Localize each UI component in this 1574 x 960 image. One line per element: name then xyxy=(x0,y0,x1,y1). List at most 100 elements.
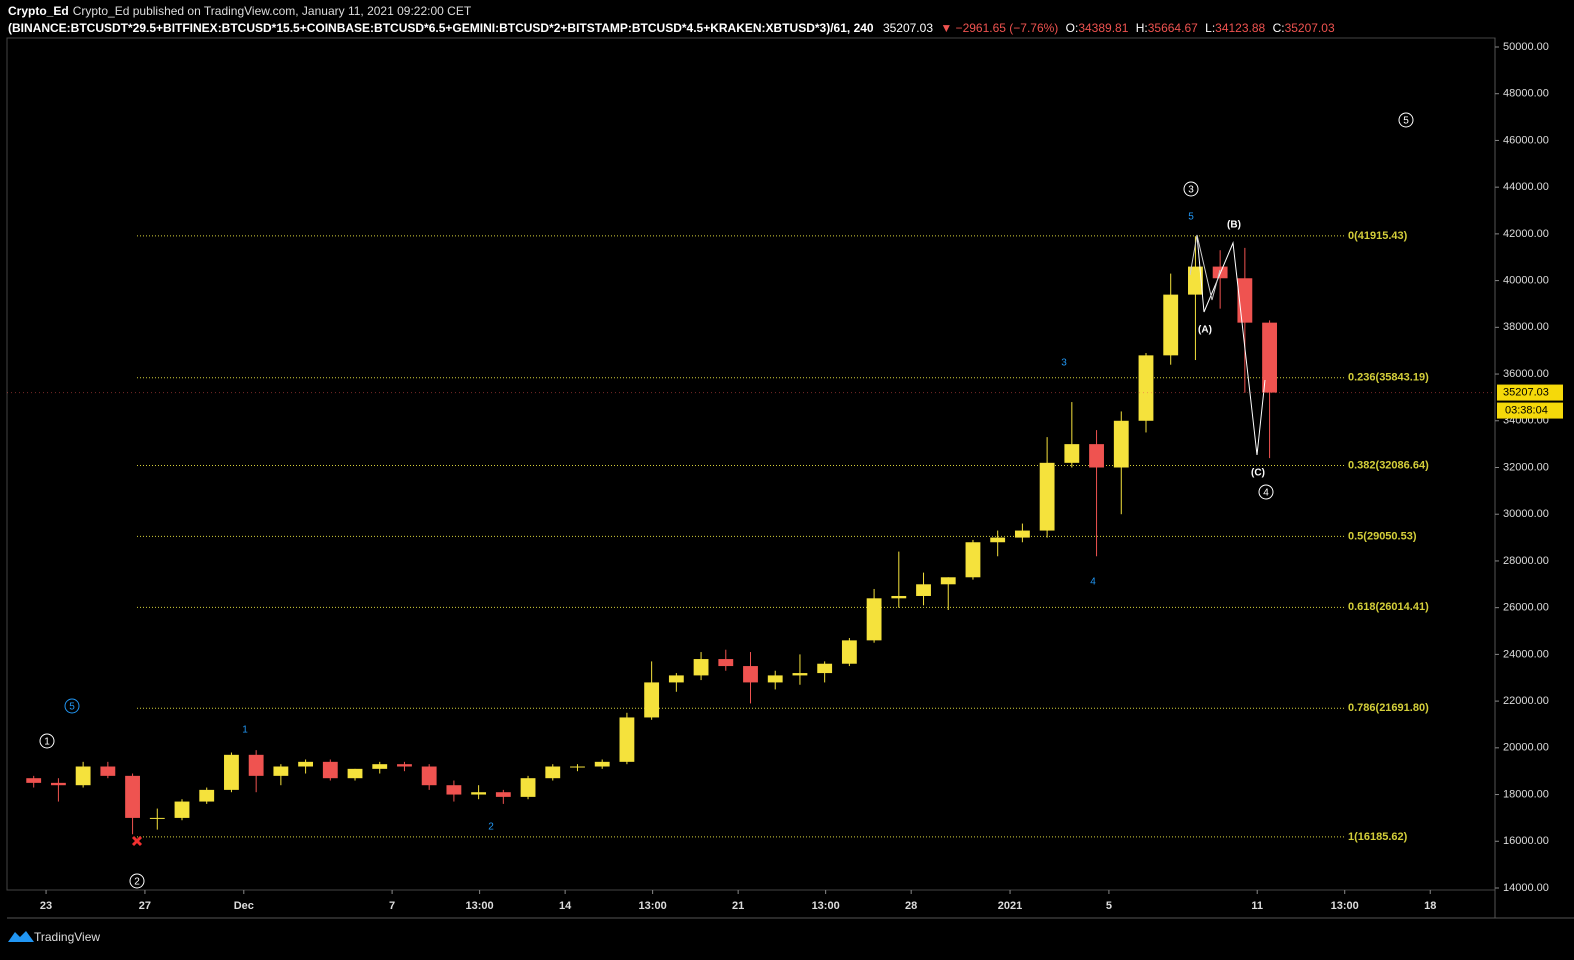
candle-body xyxy=(273,766,289,776)
last: 35207.03 xyxy=(883,21,933,35)
candle xyxy=(594,759,610,769)
candle-body xyxy=(718,659,734,667)
candle-body xyxy=(1089,444,1104,468)
wave-circle xyxy=(1258,484,1274,500)
x-tick-label: 28 xyxy=(905,900,917,912)
candle xyxy=(372,761,388,774)
candle xyxy=(1039,437,1055,538)
fib-label: 1(16185.62) xyxy=(1348,831,1408,843)
candle xyxy=(149,808,165,830)
corrective-label: (B) xyxy=(1227,220,1241,231)
header-line: Crypto_Ed xyxy=(8,4,69,18)
wave-circle xyxy=(1183,181,1199,197)
x-tick-label: 13:00 xyxy=(1331,900,1359,912)
wave-label: 2 xyxy=(134,877,140,888)
x-tick-label: 11 xyxy=(1251,900,1263,912)
fib-label: 0.5(29050.53) xyxy=(1348,530,1417,542)
candle-body xyxy=(619,717,635,762)
h-label: H: xyxy=(1136,21,1148,35)
y-tick-label: 38000.00 xyxy=(1503,321,1549,333)
x-tick-label: 27 xyxy=(139,900,151,912)
candle-body xyxy=(1039,462,1055,531)
candle-body xyxy=(125,775,140,818)
wave-label: 1 xyxy=(44,737,50,748)
l-label: L: xyxy=(1205,21,1215,35)
wave-circle xyxy=(1398,112,1414,128)
candle xyxy=(1163,273,1179,365)
candle xyxy=(421,764,437,790)
x-tick-label: 5 xyxy=(1106,900,1112,912)
marker-x xyxy=(131,835,143,847)
x-tick-label: 13:00 xyxy=(466,900,494,912)
fib-label-bg xyxy=(1345,370,1437,385)
price-tag: 35207.03 xyxy=(1503,386,1549,398)
wave-label: 3 xyxy=(1188,185,1194,196)
candle-body xyxy=(1064,444,1080,463)
candle-body xyxy=(397,764,412,767)
y-tick-label: 20000.00 xyxy=(1503,742,1549,754)
sub-wave-label: 4 xyxy=(1090,577,1096,588)
candle-body xyxy=(50,782,66,786)
abc-lines xyxy=(1196,234,1266,456)
candle xyxy=(224,752,239,793)
header-text: Crypto_Ed published on TradingView.com, … xyxy=(73,4,472,18)
sub-wave-label: 3 xyxy=(1061,358,1067,369)
fib-label: 0(41915.43) xyxy=(1348,230,1408,242)
candle xyxy=(248,750,264,793)
candle-body xyxy=(644,682,660,718)
candle-body xyxy=(1113,420,1129,468)
candle xyxy=(1188,236,1203,361)
candle-body xyxy=(1163,294,1179,356)
y-tick-label: 48000.00 xyxy=(1503,88,1549,100)
candle-body xyxy=(841,640,857,664)
candle-body xyxy=(174,801,190,818)
candle-body xyxy=(1188,266,1203,295)
candle xyxy=(668,673,684,692)
candle-body xyxy=(866,598,882,641)
sub-wave-label: 1 xyxy=(242,725,248,736)
candle-body xyxy=(224,754,239,790)
candle xyxy=(75,761,91,788)
fib-label-bg xyxy=(1345,600,1437,615)
y-tick-label: 50000.00 xyxy=(1503,41,1549,53)
candle xyxy=(1113,411,1129,515)
candle xyxy=(718,649,734,671)
x-tick-label: 18 xyxy=(1424,900,1436,912)
x-tick-label: Dec xyxy=(234,900,254,912)
logo-text: TradingView xyxy=(34,930,100,944)
h-value: 35664.67 xyxy=(1148,21,1198,35)
candle-body xyxy=(965,542,981,578)
wave-circle xyxy=(129,873,145,889)
fib-label-bg xyxy=(1345,701,1437,716)
y-tick-label: 42000.00 xyxy=(1503,228,1549,240)
candle-body xyxy=(1014,530,1030,538)
candle xyxy=(693,652,709,681)
candle xyxy=(619,712,635,765)
abc-lines-2 xyxy=(1189,234,1221,301)
candle xyxy=(347,768,363,781)
candle xyxy=(792,654,808,685)
candle xyxy=(940,577,956,610)
logo-icon xyxy=(8,931,34,942)
candle-body xyxy=(421,766,437,786)
candle xyxy=(174,799,190,821)
y-tick-label: 28000.00 xyxy=(1503,555,1549,567)
candle-body xyxy=(199,789,215,802)
candle xyxy=(990,530,1006,557)
author: Crypto_Ed xyxy=(8,4,69,18)
candle xyxy=(125,773,140,835)
change: ▼ −2961.65 (−7.76%) xyxy=(940,21,1058,35)
wave-label: 5 xyxy=(1403,116,1409,127)
candle xyxy=(471,785,487,800)
candle xyxy=(199,787,215,804)
corrective-label: (A) xyxy=(1198,325,1212,336)
wave-circle xyxy=(64,698,80,714)
x-tick-label: 13:00 xyxy=(812,900,840,912)
fib-label-bg xyxy=(1345,529,1437,544)
candle-body xyxy=(817,663,833,674)
candle xyxy=(26,775,42,788)
candle xyxy=(495,789,511,804)
candle xyxy=(520,775,536,800)
y-tick-label: 26000.00 xyxy=(1503,602,1549,614)
